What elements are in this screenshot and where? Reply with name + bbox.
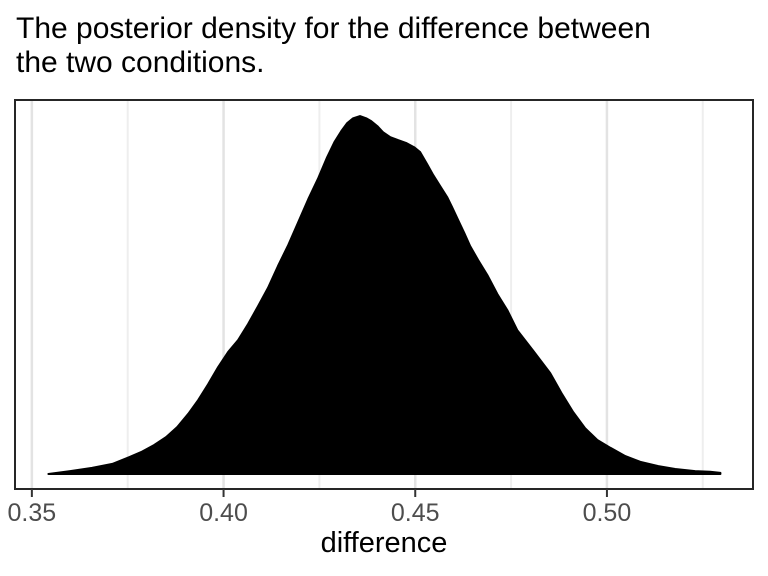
x-tick-label: 0.50 (582, 499, 632, 527)
plot-title-line2: the two conditions. (16, 46, 265, 79)
x-tick-label: 0.45 (390, 499, 440, 527)
x-tick-label: 0.35 (7, 499, 57, 527)
density-area (47, 115, 722, 475)
plot-title-line1: The posterior density for the difference… (16, 12, 651, 45)
x-tick-label: 0.40 (199, 499, 248, 527)
plot-title: The posterior density for the difference… (16, 12, 651, 80)
x-axis-title: difference (320, 527, 448, 559)
panel-border (14, 99, 754, 490)
